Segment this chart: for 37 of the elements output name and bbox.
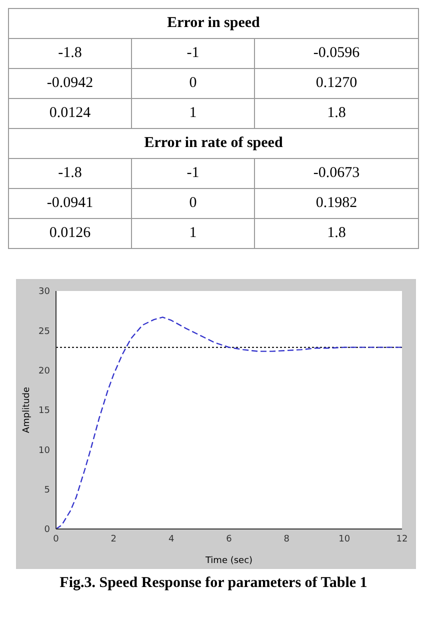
text: -1.8 — [8, 38, 132, 68]
text: 0.1270 — [254, 68, 418, 98]
text: 1 — [132, 218, 254, 248]
x-axis-title: Time (sec) — [204, 556, 253, 566]
text: Error in rate of speed — [8, 128, 418, 158]
y-tick-label: 20 — [38, 366, 50, 377]
text: 1.8 — [254, 98, 418, 128]
text: 0.0126 — [8, 218, 132, 248]
y-tick-label: 0 — [44, 525, 50, 536]
x-tick-label: 12 — [396, 534, 408, 544]
text: 1 — [132, 98, 254, 128]
text: -0.0673 — [254, 158, 418, 188]
y-tick-label: 25 — [38, 326, 50, 337]
text: -1 — [132, 38, 254, 68]
caption: Fig.3. Speed Response for parameters of Table 1 — [58, 575, 368, 592]
text: 0.0124 — [8, 98, 132, 128]
y-axis-title: Amplitude — [22, 386, 32, 434]
x-tick-label: 10 — [338, 534, 350, 544]
text: -0.0596 — [254, 38, 418, 68]
text: -1.8 — [8, 158, 132, 188]
x-tick-label: 0 — [53, 534, 60, 544]
x-tick-label: 4 — [168, 534, 174, 544]
y-tick-label: 10 — [38, 446, 50, 456]
text: -0.0941 — [8, 188, 132, 218]
text: 0 — [132, 68, 254, 98]
y-tick-label: 15 — [38, 406, 50, 416]
text: Error in speed — [8, 8, 418, 38]
y-tick-label: 5 — [44, 486, 50, 496]
text: 1.8 — [254, 218, 418, 248]
text: -0.0942 — [8, 68, 132, 98]
text: -1 — [132, 158, 254, 188]
text: 0 — [132, 188, 254, 218]
text: 0.1982 — [254, 188, 418, 218]
x-tick-label: 2 — [110, 534, 117, 544]
y-tick-label: 30 — [38, 287, 50, 298]
x-tick-label: 8 — [284, 534, 290, 544]
x-tick-label: 6 — [226, 534, 232, 544]
